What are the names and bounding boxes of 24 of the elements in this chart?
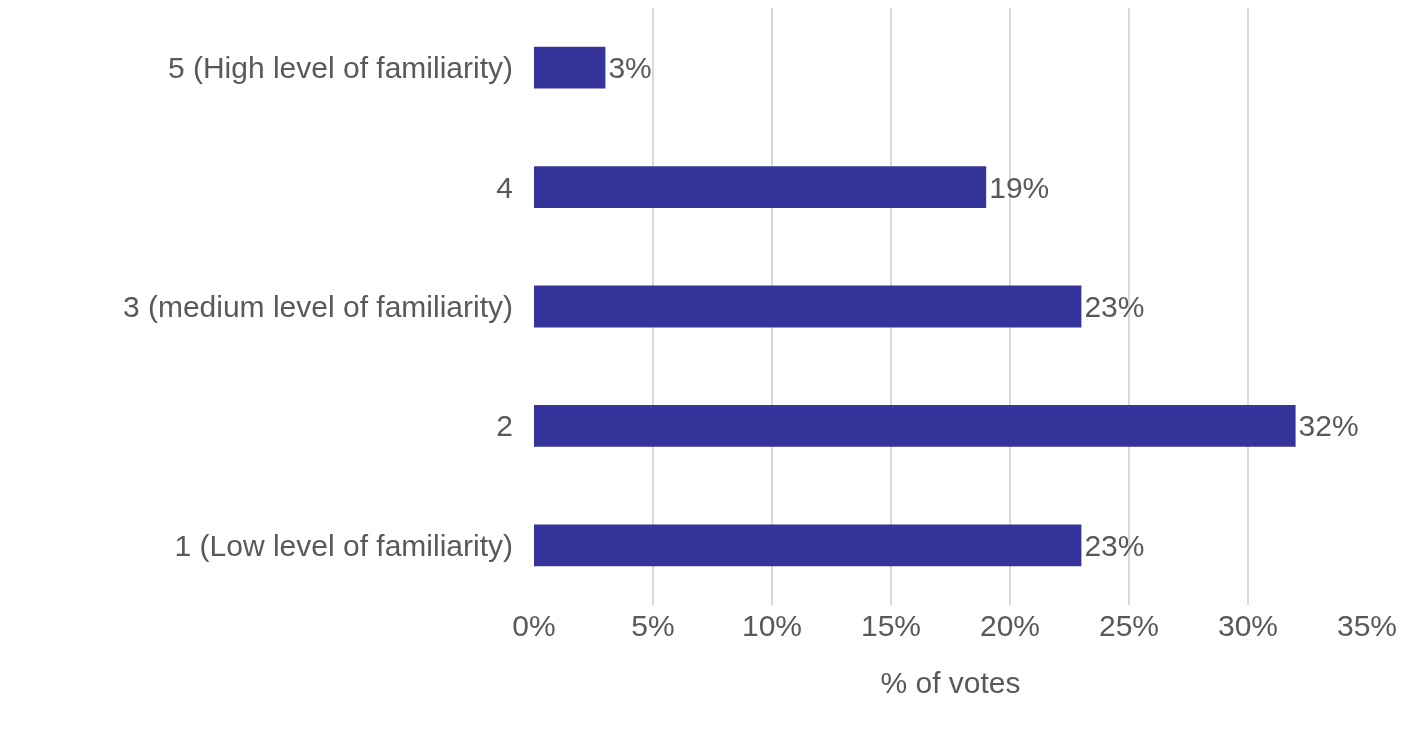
bar	[534, 166, 987, 208]
data-label: 19%	[989, 170, 1050, 204]
bar	[534, 46, 606, 89]
bar	[534, 405, 1296, 447]
x-tick-label: 30%	[1217, 609, 1279, 642]
data-label: 23%	[1084, 290, 1145, 324]
bar	[534, 524, 1082, 567]
y-tick-label: 5 (High level of familiarity)	[167, 51, 513, 85]
x-tick-label: 15%	[860, 609, 922, 642]
y-tick-label: 4	[496, 170, 513, 204]
x-tick-label: 25%	[1098, 609, 1160, 642]
y-tick-label: 1 (Low level of familiarity)	[174, 528, 513, 562]
x-tick-label: 0%	[512, 609, 556, 642]
data-label: 23%	[1084, 528, 1145, 562]
data-label: 3%	[608, 51, 652, 85]
x-tick-label: 5%	[631, 609, 675, 642]
x-tick-label: 20%	[979, 609, 1041, 642]
x-tick-label: 35%	[1336, 609, 1398, 642]
data-label: 32%	[1298, 409, 1359, 443]
x-axis-title: % of votes	[880, 665, 1021, 699]
x-tick-label: 10%	[741, 609, 803, 642]
y-tick-label: 3 (medium level of familiarity)	[122, 290, 513, 323]
y-tick-label: 2	[496, 409, 513, 443]
bar	[534, 285, 1082, 328]
